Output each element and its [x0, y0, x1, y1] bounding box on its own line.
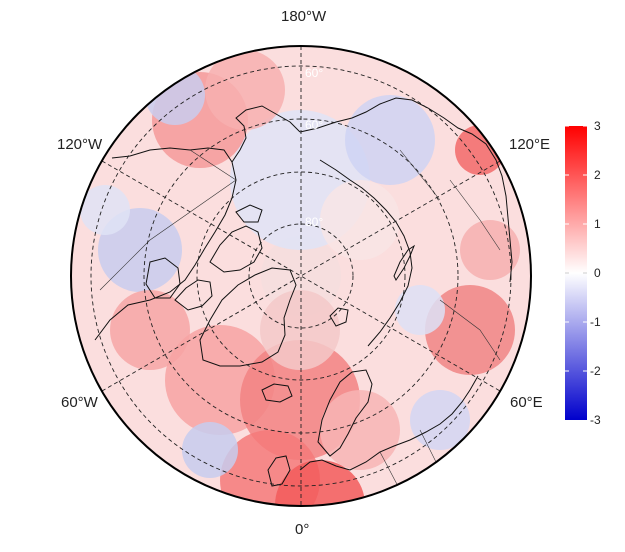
colorbar-gradient: [565, 126, 587, 420]
colorbar-tick-label: 3: [594, 119, 601, 133]
latitude-circle: [196, 171, 406, 381]
colorbar-tick-label: -1: [590, 315, 601, 329]
alaska-coast: [231, 105, 301, 163]
lon-label-120w: 120°W: [57, 136, 103, 153]
border-line: [99, 179, 237, 291]
latitude-labels: 60° 60° 80°: [305, 66, 323, 229]
anomaly-patch: [80, 185, 130, 235]
colorbar-tick-label: -3: [590, 413, 601, 427]
border-line: [439, 299, 501, 361]
latitude-circle: [248, 223, 354, 329]
anomaly-patch: [182, 422, 238, 478]
europe-coast: [299, 375, 479, 471]
uk-coast: [267, 455, 291, 487]
novaya-zemlya-coast: [393, 244, 416, 281]
anomaly-patch: [110, 290, 190, 370]
colorbar-tick-label: 2: [594, 168, 601, 182]
colorbar-tick-label: -2: [590, 364, 601, 378]
iceland-coast: [261, 383, 293, 403]
anomaly-patch: [205, 50, 285, 130]
lon-label-60w: 60°W: [61, 394, 98, 411]
latitude-label-inner: 80°: [305, 215, 323, 229]
siberia-coast: [299, 97, 513, 283]
anomaly-patch: [145, 65, 205, 125]
border-line: [449, 179, 501, 251]
graticule: [90, 46, 512, 506]
border-line: [379, 451, 401, 491]
anomaly-patch: [320, 180, 400, 260]
siberia-arctic-coast: [319, 159, 413, 347]
latitude-label-outer: 60°: [305, 66, 323, 80]
lon-label-180w: 180°W: [281, 8, 327, 25]
hudson-bay-coast: [145, 257, 181, 299]
baffin-coast: [174, 279, 213, 311]
latitude-circle: [90, 65, 512, 487]
anomaly-patch: [410, 390, 470, 450]
svalbard-coast: [329, 307, 349, 327]
anomaly-patch: [260, 290, 340, 370]
border-line: [189, 149, 237, 181]
anomaly-patch: [395, 285, 445, 335]
anomaly-patch: [345, 95, 435, 185]
colorbar-tick-label: 0: [594, 266, 601, 280]
anomaly-patch: [460, 220, 520, 280]
colorbar-tick-label: 1: [594, 217, 601, 231]
lon-label-120e: 120°E: [509, 136, 551, 153]
anomaly-patch: [425, 285, 515, 375]
scandinavia-coast: [317, 369, 373, 457]
map-boundary: [70, 45, 532, 507]
latitude-label-middle: 60°: [305, 118, 323, 132]
greenland-coast: [199, 267, 297, 367]
north-america-coast: [94, 147, 237, 341]
colorbar: [565, 125, 587, 420]
canadian-archipelago-coast: [209, 204, 263, 273]
lon-label-60e: 60°E: [510, 394, 543, 411]
anomaly-patch: [320, 390, 400, 470]
coastlines: [94, 97, 513, 487]
lon-label-0: 0°: [295, 521, 310, 538]
